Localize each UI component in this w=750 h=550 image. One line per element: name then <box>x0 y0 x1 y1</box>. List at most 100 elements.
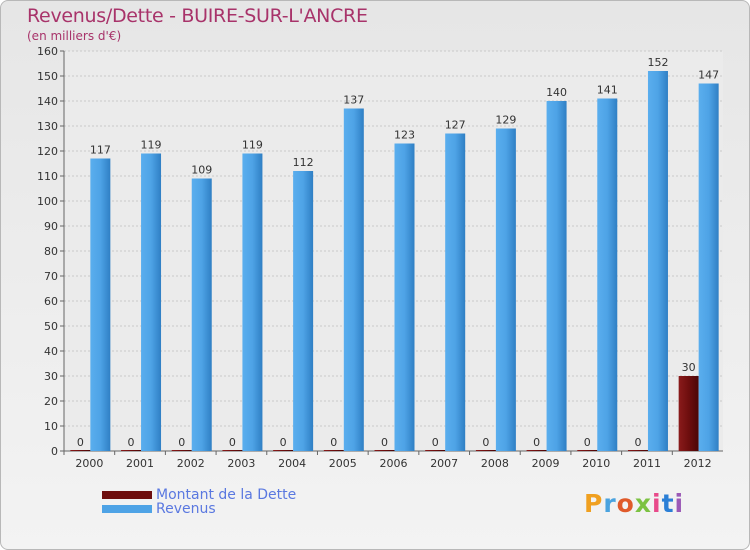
legend-swatch-revenus <box>102 505 152 513</box>
data-label-revenus: 123 <box>394 129 415 142</box>
data-label-dette: 0 <box>330 436 337 449</box>
logo-letter: P <box>584 489 604 518</box>
data-label-revenus: 127 <box>445 119 466 132</box>
y-tick-label: 10 <box>44 420 58 433</box>
bar-revenus <box>343 108 364 451</box>
legend-swatch-dette <box>102 491 152 499</box>
y-tick-label: 20 <box>44 395 58 408</box>
bar-revenus <box>242 153 263 451</box>
x-tick-label: 2007 <box>430 457 458 470</box>
data-label-revenus: 117 <box>90 144 111 157</box>
y-tick-label: 50 <box>44 320 58 333</box>
data-label-revenus: 109 <box>191 164 212 177</box>
y-tick-label: 0 <box>51 445 58 458</box>
legend-item-dette: Montant de la Dette <box>102 487 297 503</box>
data-label-revenus: 140 <box>546 86 567 99</box>
y-tick-label: 100 <box>37 195 58 208</box>
data-label-dette: 0 <box>533 436 540 449</box>
bar-revenus <box>445 133 466 451</box>
y-tick-label: 150 <box>37 70 58 83</box>
bar-dette <box>121 450 142 451</box>
y-tick-label: 80 <box>44 245 58 258</box>
y-tick-label: 60 <box>44 295 58 308</box>
x-tick-label: 2011 <box>633 457 661 470</box>
data-label-revenus: 147 <box>698 69 719 82</box>
data-label-dette: 0 <box>77 436 84 449</box>
logo-letter: o <box>616 489 635 518</box>
y-tick-label: 30 <box>44 370 58 383</box>
data-label-dette: 0 <box>432 436 439 449</box>
data-label-revenus: 141 <box>597 84 618 97</box>
bar-revenus <box>546 101 567 451</box>
logo-letter: x <box>634 489 652 518</box>
data-label-dette: 0 <box>482 436 489 449</box>
bar-revenus <box>597 98 618 451</box>
data-label-dette: 0 <box>584 436 591 449</box>
x-tick-label: 2012 <box>684 457 712 470</box>
y-tick-label: 130 <box>37 120 58 133</box>
bar-dette <box>323 450 344 451</box>
y-tick-label: 140 <box>37 95 58 108</box>
bar-dette <box>526 450 547 451</box>
x-tick-label: 2004 <box>278 457 306 470</box>
legend-label-revenus: Revenus <box>156 501 216 517</box>
bar-revenus <box>394 143 415 451</box>
bar-revenus <box>90 158 111 451</box>
bar-dette <box>70 450 91 451</box>
data-label-revenus: 137 <box>343 94 364 107</box>
bar-revenus <box>141 153 162 451</box>
data-label-revenus: 119 <box>141 139 162 152</box>
bar-revenus <box>191 178 212 451</box>
x-tick-label: 2000 <box>75 457 103 470</box>
data-label-dette: 0 <box>280 436 287 449</box>
bar-dette <box>678 376 699 451</box>
bar-dette <box>577 450 598 451</box>
x-tick-label: 2009 <box>532 457 560 470</box>
y-tick-label: 120 <box>37 145 58 158</box>
logo-letter: i <box>674 489 685 518</box>
y-tick-label: 90 <box>44 220 58 233</box>
x-tick-label: 2001 <box>126 457 154 470</box>
chart-subtitle: (en milliers d'€) <box>27 29 122 43</box>
legend-label-dette: Montant de la Dette <box>156 487 297 503</box>
bar-revenus <box>293 171 314 451</box>
bar-dette <box>374 450 395 451</box>
bar-dette <box>222 450 243 451</box>
bar-dette <box>425 450 446 451</box>
data-label-revenus: 152 <box>647 56 668 69</box>
chart-title: Revenus/Dette - BUIRE-SUR-L'ANCRE <box>27 5 368 27</box>
data-label-dette: 0 <box>229 436 236 449</box>
data-label-dette: 0 <box>634 436 641 449</box>
bar-dette <box>273 450 294 451</box>
y-tick-label: 70 <box>44 270 58 283</box>
logo-letter: r <box>603 489 617 518</box>
y-tick-label: 40 <box>44 345 58 358</box>
x-tick-label: 2010 <box>582 457 610 470</box>
x-tick-label: 2006 <box>380 457 408 470</box>
x-tick-label: 2002 <box>177 457 205 470</box>
legend-item-revenus: Revenus <box>102 501 216 517</box>
bar-revenus <box>647 71 668 451</box>
y-tick-label: 110 <box>37 170 58 183</box>
bar-revenus <box>698 83 719 451</box>
data-label-revenus: 112 <box>293 156 314 169</box>
logo-letter: t <box>661 489 675 518</box>
data-label-dette: 0 <box>381 436 388 449</box>
x-tick-label: 2008 <box>481 457 509 470</box>
data-label-revenus: 119 <box>242 139 263 152</box>
data-label-revenus: 129 <box>495 114 516 127</box>
logo-letter: i <box>652 489 662 518</box>
x-tick-label: 2005 <box>329 457 357 470</box>
x-tick-label: 2003 <box>227 457 255 470</box>
bar-dette <box>475 450 496 451</box>
data-label-dette: 0 <box>178 436 185 449</box>
data-label-dette: 0 <box>128 436 135 449</box>
bar-revenus <box>495 128 516 451</box>
proxiti-logo: Proxiti <box>584 489 684 518</box>
bar-dette <box>171 450 192 451</box>
y-tick-label: 160 <box>37 45 58 58</box>
bar-dette <box>627 450 648 451</box>
data-label-dette: 30 <box>682 361 696 374</box>
